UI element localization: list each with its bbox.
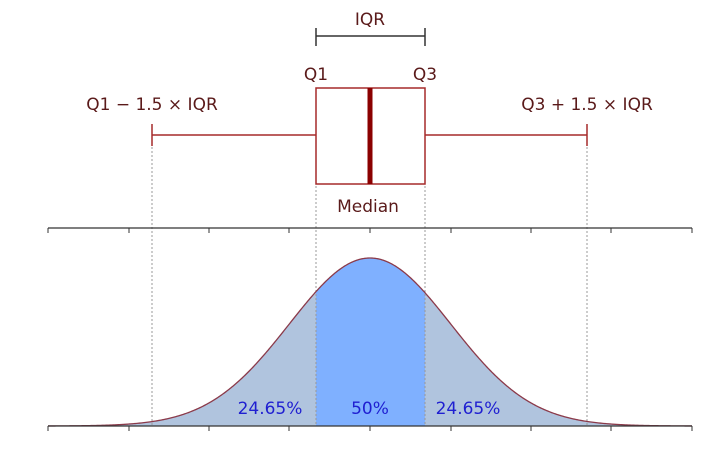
bottom-axis-ticks [47, 426, 693, 431]
right-tail-area [425, 292, 692, 426]
guide-lines [151, 135, 588, 426]
middle-iqr-area [316, 258, 425, 426]
q3-label: Q3 [413, 65, 437, 85]
middle-percent: 50% [351, 399, 389, 419]
iqr-label: IQR [355, 10, 385, 30]
left-tail-percent: 24.65% [238, 399, 303, 419]
boxplot [151, 87, 588, 185]
lower-whisker-label: Q1 − 1.5 × IQR [86, 95, 218, 115]
q1-label: Q1 [304, 65, 328, 85]
normal-curve [48, 257, 692, 427]
right-tail-percent: 24.65% [436, 399, 501, 419]
median-label: Median [337, 197, 399, 217]
iqr-bracket [315, 28, 426, 46]
upper-whisker-label: Q3 + 1.5 × IQR [521, 95, 653, 115]
left-tail-area [48, 291, 316, 426]
middle-axis-ticks [47, 228, 693, 233]
